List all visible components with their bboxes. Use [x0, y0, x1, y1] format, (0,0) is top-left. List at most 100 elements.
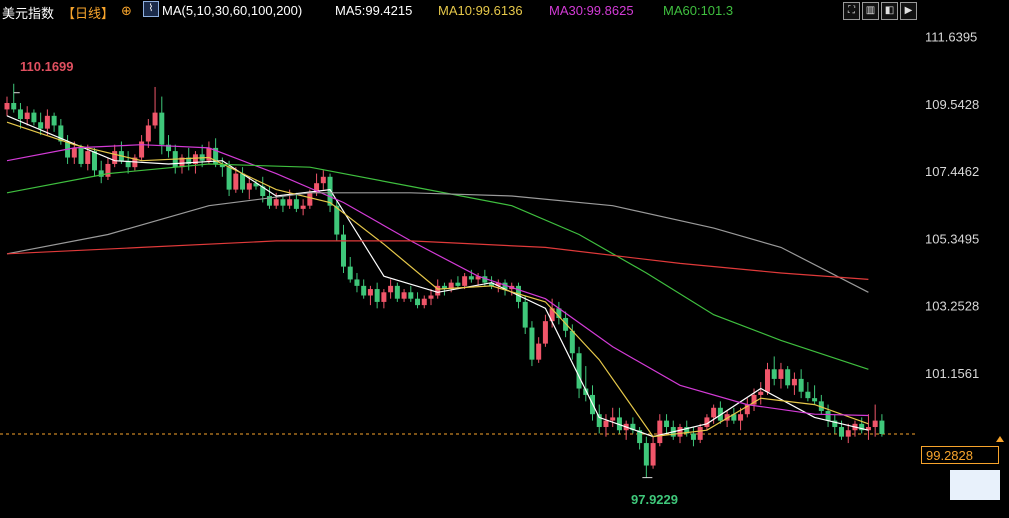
- candle-body: [166, 144, 172, 152]
- candle-body: [603, 420, 609, 428]
- y-tick-label: 107.4462: [925, 164, 979, 179]
- candle-body: [664, 420, 670, 428]
- high-annotation: 110.1699: [20, 59, 74, 74]
- candle-body: [717, 407, 723, 421]
- candle-body: [125, 160, 131, 168]
- candle-body: [744, 404, 750, 415]
- zoom-in-icon[interactable]: ▥: [862, 2, 879, 20]
- candle-body: [226, 167, 232, 190]
- ma-params-label: MA(5,10,30,60,100,200): [162, 3, 303, 18]
- candle-body: [839, 427, 845, 437]
- candle-body: [758, 391, 764, 395]
- ma10-value: MA10:99.6136: [438, 3, 523, 18]
- candle-body: [536, 343, 542, 360]
- candle-body: [91, 151, 97, 171]
- candle-body: [354, 279, 360, 286]
- zoom-fit-icon[interactable]: ⛶: [843, 2, 860, 20]
- candle-body: [738, 414, 744, 421]
- candle-body: [859, 423, 865, 431]
- price-arrow-icon: [996, 436, 1004, 442]
- candle-body: [421, 298, 427, 306]
- ma30-line: [6, 144, 869, 417]
- prev-icon[interactable]: ◧: [881, 2, 898, 20]
- candle-body: [475, 276, 481, 280]
- settings-icon[interactable]: ⊕: [121, 3, 132, 18]
- candle-body: [44, 115, 50, 129]
- candle-body: [112, 151, 118, 164]
- candle-body: [879, 420, 885, 434]
- candle-body: [51, 115, 57, 126]
- candle-body: [549, 308, 555, 322]
- candle-body: [704, 417, 710, 428]
- next-icon[interactable]: ▶: [900, 2, 917, 20]
- candle-body: [85, 151, 91, 164]
- candle-body: [307, 192, 313, 206]
- candle-body: [468, 276, 474, 280]
- candle-body: [764, 369, 770, 392]
- candle-body: [771, 369, 777, 379]
- candle-body: [408, 292, 414, 299]
- candle-body: [677, 427, 683, 437]
- candle-body: [24, 112, 30, 120]
- candle-body: [280, 199, 286, 206]
- candle-body: [246, 183, 252, 190]
- candle-body: [98, 170, 104, 177]
- candle-body: [522, 301, 528, 328]
- candle-body: [489, 282, 495, 286]
- candle-body: [327, 176, 333, 206]
- candle-body: [798, 378, 804, 392]
- candle-body: [11, 102, 17, 110]
- ma10-line: [6, 121, 869, 438]
- candle-body: [78, 147, 84, 164]
- candle-body: [152, 112, 158, 126]
- candle-body: [38, 122, 44, 129]
- candle-body: [812, 398, 818, 402]
- candle-body: [785, 369, 791, 386]
- ma30-value: MA30:99.8625: [549, 3, 634, 18]
- candle-body: [105, 163, 111, 177]
- candle-body: [361, 285, 367, 296]
- candle-body: [482, 276, 488, 283]
- candle-body: [240, 173, 246, 190]
- blank-panel: [950, 470, 1000, 500]
- candle-body: [583, 388, 589, 395]
- candle-body: [751, 394, 757, 405]
- candle-body: [711, 407, 717, 418]
- chart-header: 美元指数 【日线】 ⊕ ⌇ MA(5,10,30,60,100,200) MA5…: [0, 0, 1009, 22]
- candle-body: [825, 410, 831, 421]
- candle-body: [253, 183, 259, 187]
- candle-body: [213, 147, 219, 164]
- ma200-line: [6, 240, 869, 280]
- candle-body: [697, 427, 703, 440]
- candle-body: [630, 423, 636, 431]
- candle-body: [610, 417, 616, 421]
- candle-body: [845, 430, 851, 437]
- ma-indicator-icon[interactable]: ⌇: [143, 1, 159, 17]
- candle-body: [159, 112, 165, 145]
- y-tick-label: 111.6395: [925, 30, 977, 45]
- candle-body: [415, 298, 421, 306]
- y-tick-label: 103.2528: [925, 299, 979, 314]
- low-annotation: 97.9229: [631, 492, 678, 507]
- period-selector[interactable]: 【日线】: [62, 6, 115, 21]
- candle-body: [314, 183, 320, 193]
- candle-body: [233, 173, 239, 190]
- candle-body: [637, 430, 643, 444]
- candle-body: [219, 163, 225, 168]
- candle-body: [569, 330, 575, 354]
- candle-body: [832, 420, 838, 428]
- candle-body: [643, 443, 649, 466]
- y-tick-label: 101.1561: [925, 366, 979, 381]
- candle-body: [347, 266, 353, 280]
- candle-body: [300, 205, 306, 209]
- ma100-line: [6, 192, 869, 293]
- ma5-line: [6, 115, 869, 438]
- candle-body: [657, 420, 663, 444]
- candle-body: [495, 282, 501, 286]
- ma5-value: MA5:99.4215: [335, 3, 413, 18]
- candle-body: [778, 369, 784, 379]
- candle-body: [502, 282, 508, 290]
- candle-body: [805, 391, 811, 399]
- candle-body: [542, 321, 548, 344]
- candle-body: [17, 109, 23, 120]
